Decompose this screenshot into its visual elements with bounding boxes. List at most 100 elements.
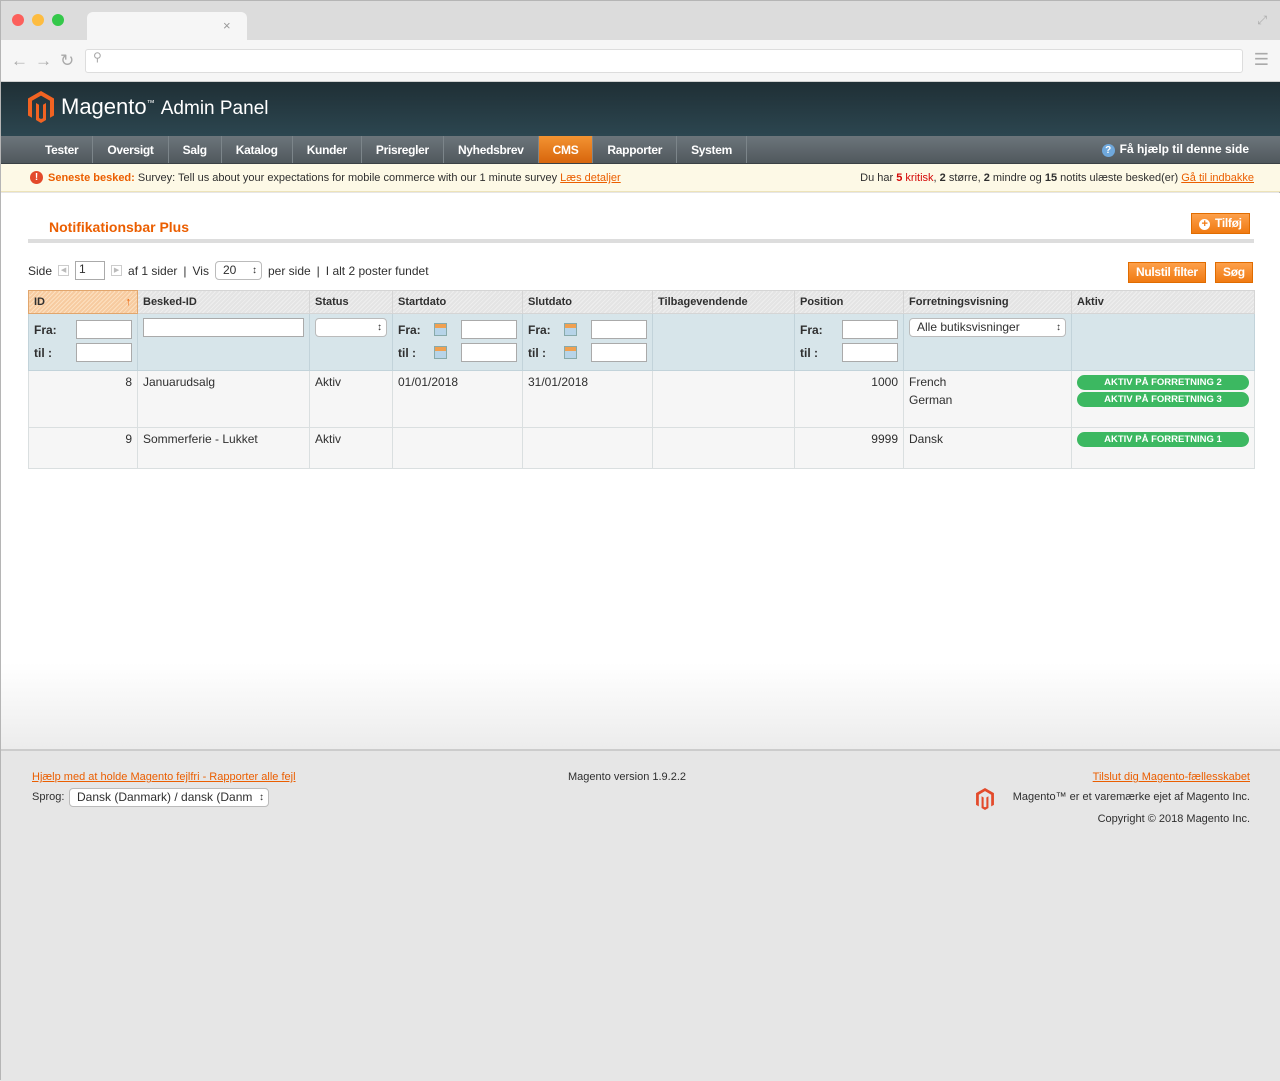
per-page-select[interactable]: 20 [214, 261, 262, 280]
logo-tm: ™ [146, 98, 155, 108]
column-header-active[interactable]: Aktiv [1071, 290, 1255, 314]
minimize-window-icon[interactable] [32, 14, 44, 26]
cell-message-id: Sommerferie - Lukket [137, 427, 310, 469]
search-button[interactable]: Søg [1215, 262, 1253, 283]
nav-item-kunder[interactable]: Kunder [293, 136, 362, 163]
calendar-icon[interactable] [434, 346, 447, 359]
back-icon[interactable]: ← [11, 51, 28, 70]
cell-position: 9999 [794, 427, 904, 469]
url-input[interactable]: ⚲ [85, 49, 1243, 73]
page-count: af 1 sider [128, 263, 178, 278]
main-nav: Tester Oversigt Salg Katalog Kunder Prisregle… [1, 136, 1280, 164]
add-button[interactable]: + Tilføj [1191, 213, 1250, 234]
id-from-input[interactable] [76, 320, 132, 339]
active-filter-empty [1071, 313, 1255, 371]
nav-item-system[interactable]: System [677, 136, 747, 163]
language-label: Sprog: [32, 791, 65, 803]
cell-end-date [522, 427, 653, 469]
forward-icon[interactable]: → [35, 51, 52, 70]
pager: Side ◀ 1 ▶ af 1 sider | Vis 20 per side … [28, 261, 429, 280]
message-id-filter-input[interactable] [143, 318, 304, 337]
cell-id: 8 [28, 370, 138, 428]
start-from-input[interactable] [461, 320, 517, 339]
fullscreen-icon[interactable]: ⤢ [1257, 13, 1267, 27]
position-from-input[interactable] [842, 320, 898, 339]
help-link[interactable]: ? Få hjælp til denne side [1101, 142, 1249, 157]
logo-brand: Magento [61, 94, 147, 119]
prev-page-icon[interactable]: ◀ [58, 265, 70, 276]
copyright-text: Copyright © 2018 Magento Inc. [1097, 813, 1250, 825]
cell-store-view: Dansk [903, 427, 1072, 469]
column-header-store-view[interactable]: Forretningsvisning [903, 290, 1072, 314]
calendar-icon[interactable] [564, 323, 577, 336]
end-to-input[interactable] [591, 343, 647, 362]
reset-filter-button[interactable]: Nulstil filter [1128, 262, 1206, 283]
inbox-link[interactable]: Gå til indbakke [1181, 172, 1254, 184]
nav-item-katalog[interactable]: Katalog [222, 136, 293, 163]
add-button-label: Tilføj [1215, 216, 1242, 230]
column-header-recurring[interactable]: Tilbagevendende [652, 290, 795, 314]
active-badge: AKTIV PÅ FORRETNING 3 [1077, 392, 1249, 407]
admin-header [1, 82, 1280, 136]
from-label: Fra: [398, 322, 421, 337]
store-view-filter-select[interactable]: Alle butiksvisninger [909, 318, 1066, 337]
id-to-input[interactable] [76, 343, 132, 362]
maximize-window-icon[interactable] [52, 14, 64, 26]
nav-item-oversigt[interactable]: Oversigt [93, 136, 169, 163]
nav-item-prisregler[interactable]: Prisregler [362, 136, 444, 163]
table-row[interactable]: 8 Januarudsalg Aktiv 01/01/2018 31/01/20… [28, 370, 1255, 428]
cell-position: 1000 [794, 370, 904, 428]
plus-icon: + [1199, 219, 1210, 230]
community-link[interactable]: Tilslut dig Magento-fællesskabet [1092, 771, 1250, 783]
separator: | [183, 263, 187, 278]
column-label: ID [34, 296, 45, 308]
to-label: til : [34, 345, 52, 360]
column-header-start-date[interactable]: Startdato [392, 290, 523, 314]
nav-item-cms[interactable]: CMS [538, 136, 594, 163]
start-to-input[interactable] [461, 343, 517, 362]
tab-close-icon[interactable]: × [223, 18, 231, 33]
read-details-link[interactable]: Læs detaljer [560, 172, 621, 184]
close-window-icon[interactable] [12, 14, 24, 26]
calendar-icon[interactable] [564, 346, 577, 359]
major-label: større, [948, 172, 981, 184]
from-label: Fra: [34, 322, 57, 337]
nav-item-salg[interactable]: Salg [169, 136, 222, 163]
language-select[interactable]: Dansk (Danmark) / dansk (Danm [69, 788, 269, 807]
nav-item-rapporter[interactable]: Rapporter [593, 136, 678, 163]
page-input[interactable]: 1 [75, 261, 106, 280]
report-bugs-link[interactable]: Hjælp med at holde Magento fejlfri - Rap… [32, 771, 296, 783]
cell-status: Aktiv [309, 370, 393, 428]
position-to-input[interactable] [842, 343, 898, 362]
active-badge: AKTIV PÅ FORRETNING 2 [1077, 375, 1249, 390]
status-filter-select[interactable] [315, 318, 387, 337]
sort-asc-icon: ↑ [125, 296, 132, 308]
view-label: Vis [192, 263, 209, 278]
menu-icon[interactable]: ☰ [1253, 50, 1269, 69]
notifications-grid: ID ↑ Besked-ID Status Startdato Slutdato … [28, 290, 1255, 469]
column-header-status[interactable]: Status [309, 290, 393, 314]
cell-end-date: 31/01/2018 [522, 370, 653, 428]
magento-footer-logo-icon [976, 788, 994, 810]
store-name: German [909, 393, 953, 407]
column-header-end-date[interactable]: Slutdato [522, 290, 653, 314]
calendar-icon[interactable] [434, 323, 447, 336]
table-row[interactable]: 9 Sommerferie - Lukket Aktiv 9999 Dansk … [28, 427, 1255, 469]
per-page-label: per side [267, 263, 311, 278]
reload-icon[interactable]: ↻ [60, 51, 75, 70]
nav-item-tester[interactable]: Tester [31, 136, 94, 163]
next-page-icon[interactable]: ▶ [111, 265, 123, 276]
cell-status: Aktiv [309, 427, 393, 469]
cell-active: AKTIV PÅ FORRETNING 2 AKTIV PÅ FORRETNING… [1071, 370, 1255, 428]
to-label: til : [528, 345, 546, 360]
column-header-id[interactable]: ID ↑ [28, 290, 138, 314]
end-from-input[interactable] [591, 320, 647, 339]
browser-tab[interactable] [87, 12, 247, 40]
column-header-message-id[interactable]: Besked-ID [137, 290, 310, 314]
cell-store-view: French German [903, 370, 1072, 428]
help-icon: ? [1101, 144, 1115, 157]
critical-count: 5 kritisk [896, 172, 934, 184]
from-label: Fra: [528, 322, 551, 337]
column-header-position[interactable]: Position [794, 290, 904, 314]
nav-item-nyhedsbrev[interactable]: Nyhedsbrev [444, 136, 539, 163]
